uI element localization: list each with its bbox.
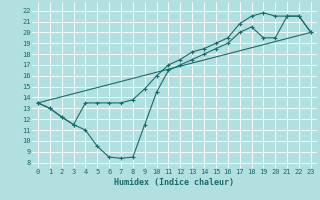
X-axis label: Humidex (Indice chaleur): Humidex (Indice chaleur) xyxy=(115,178,234,187)
